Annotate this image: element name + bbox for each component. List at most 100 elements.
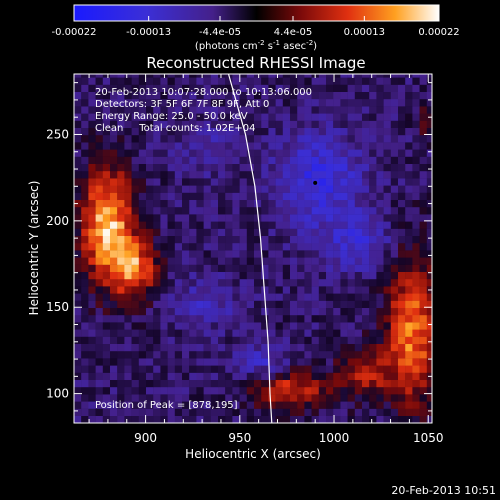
heatmap-cell [167,286,175,294]
info-line-detectors: Detectors: 3F 5F 6F 7F 8F 9F, Att 0 [95,99,269,110]
heatmap-cell [218,77,226,85]
heatmap-cell [426,387,432,395]
heatmap-cell [398,113,406,121]
heatmap-cell [210,214,219,222]
heatmap-cell [275,207,283,215]
heatmap-cell [340,408,348,416]
heatmap-cell [282,142,291,150]
heatmap-cell [290,120,298,128]
heatmap-cell [102,127,111,136]
heatmap-cell [146,336,154,344]
heatmap-cell [254,221,262,229]
heatmap-cell [182,415,190,423]
heatmap-cell [282,243,291,251]
heatmap-cell [146,243,154,251]
heatmap-cell [246,243,255,251]
heatmap-cell [354,178,363,186]
heatmap-cell [81,106,89,114]
heatmap-cell [102,336,111,344]
heatmap-cell [160,127,168,136]
heatmap-cell [297,286,305,294]
heatmap-cell [81,329,89,337]
heatmap-cell [326,199,334,208]
heatmap-cell [376,264,384,272]
heatmap-cell [340,293,348,301]
heatmap-cell [354,156,363,164]
heatmap-cell [218,293,226,301]
heatmap-cell [88,185,96,193]
heatmap-cell [333,387,341,395]
heatmap-cell [369,228,377,236]
heatmap-cell [282,135,291,143]
heatmap-cell [225,401,233,409]
heatmap-cell [340,185,348,193]
heatmap-cell [210,163,219,172]
heatmap-cell [318,279,327,287]
heatmap-cell [275,106,283,114]
heatmap-cell [354,401,363,409]
heatmap-cell [102,171,111,179]
heatmap-cell [174,178,183,186]
heatmap-cell [117,329,125,337]
heatmap-cell [326,279,334,287]
heatmap-cell [160,178,168,186]
heatmap-cell [347,264,355,272]
heatmap-cell [88,351,96,359]
heatmap-cell [398,106,406,114]
heatmap-cell [239,271,247,280]
heatmap-cell [405,199,413,208]
heatmap-cell [419,221,427,229]
heatmap-cell [290,322,298,330]
heatmap-cell [340,372,348,380]
heatmap-cell [405,127,413,136]
heatmap-cell [412,127,420,136]
heatmap-cell [153,257,161,265]
heatmap-cell [340,271,348,280]
heatmap-cell [218,127,226,136]
heatmap-cell [232,228,240,236]
heatmap-cell [261,149,269,157]
heatmap-cell [333,329,341,337]
heatmap-cell [102,214,111,222]
heatmap-cell [347,142,355,150]
heatmap-cell [340,415,348,423]
heatmap-cell [117,185,125,193]
heatmap-cell [74,178,82,186]
heatmap-cell [261,372,269,380]
heatmap-cell [290,127,298,136]
heatmap-image [74,74,432,423]
heatmap-cell [117,120,125,128]
heatmap-cell [153,207,161,215]
heatmap-cell [81,394,89,402]
heatmap-cell [297,178,305,186]
heatmap-cell [282,408,291,416]
heatmap-cell [146,401,154,409]
heatmap-cell [282,250,291,258]
heatmap-cell [74,228,82,236]
heatmap-cell [117,135,125,143]
heatmap-cell [297,293,305,301]
heatmap-cell [282,91,291,100]
colorbar [73,4,440,22]
heatmap-cell [160,264,168,272]
heatmap-cell [189,77,197,85]
heatmap-cell [304,250,312,258]
heatmap-cell [362,207,370,215]
heatmap-cell [232,379,240,388]
heatmap-cell [318,235,327,244]
heatmap-cell [311,214,319,222]
heatmap-cell [210,351,219,359]
heatmap-cell [261,387,269,395]
heatmap-cell [146,329,154,337]
heatmap-cell [210,243,219,251]
heatmap-cell [340,120,348,128]
heatmap-cell [153,401,161,409]
heatmap-cell [146,185,154,193]
heatmap-cell [290,257,298,265]
heatmap-cell [174,235,183,244]
heatmap-cell [290,387,298,395]
heatmap-cell [182,163,190,172]
heatmap-cell [376,84,384,92]
heatmap-cell [419,351,427,359]
heatmap-cell [110,408,118,416]
